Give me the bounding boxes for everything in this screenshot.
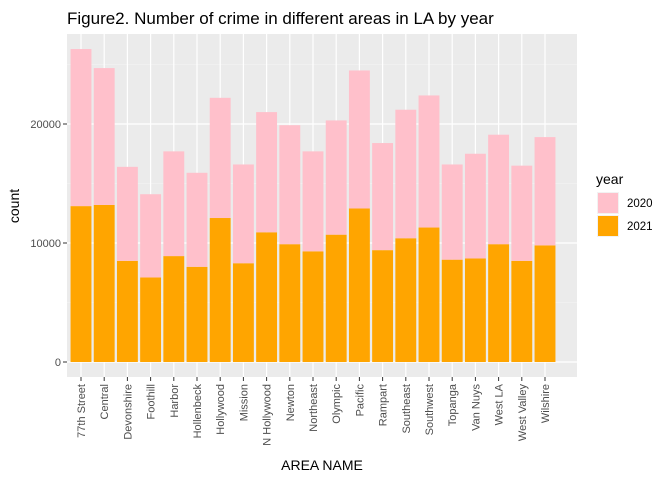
- x-tick-label: Topanga: [447, 383, 459, 426]
- bar-2021-central: [93, 204, 115, 362]
- bar-2020-west-la: [488, 134, 510, 245]
- bar-2021-olympic: [325, 234, 347, 362]
- legend-title: year: [596, 171, 624, 187]
- x-tick-label: West Valley: [517, 384, 529, 442]
- bar-2021-devonshire: [116, 260, 138, 362]
- y-axis: 0 10000 20000: [30, 119, 67, 369]
- x-tick-label: Wilshire: [540, 384, 552, 423]
- x-tick-label: N Hollywood: [262, 384, 274, 446]
- legend-swatch-2021: [598, 216, 618, 236]
- bar-2020-central: [93, 68, 115, 205]
- x-tick-label: Van Nuys: [470, 384, 482, 431]
- bar-2021-hollywood: [209, 218, 231, 362]
- x-tick-label: Olympic: [331, 384, 343, 424]
- x-tick-label: Harbor: [169, 384, 181, 418]
- bar-2021-southwest: [418, 227, 440, 362]
- x-tick-label: Mission: [238, 384, 250, 421]
- bar-2021-77th-street: [70, 206, 92, 362]
- legend-label-2020: 2020: [627, 198, 653, 210]
- y-tick-label: 10000: [30, 238, 61, 250]
- legend-label-2021: 2021: [627, 221, 653, 233]
- y-tick-label: 20000: [30, 119, 61, 131]
- x-axis: 77th Street Central Devonshire Foothill Harb…: [76, 377, 552, 446]
- x-tick-label: 77th Street: [76, 384, 88, 438]
- x-tick-label: West LA: [494, 383, 506, 425]
- bar-2020-topanga: [441, 164, 463, 260]
- bar-2021-wilshire: [534, 245, 556, 362]
- x-tick-label: Hollywood: [215, 384, 227, 435]
- bar-2020-newton: [279, 125, 301, 245]
- bar-2020-hollenbeck: [186, 172, 208, 267]
- legend-swatch-2020: [598, 193, 618, 213]
- x-tick-label: Pacific: [354, 384, 366, 417]
- bar-2020-rampart: [372, 143, 394, 251]
- x-tick-label: Rampart: [378, 384, 390, 426]
- x-axis-title: AREA NAME: [281, 457, 363, 473]
- bar-2020-olympic: [325, 120, 347, 235]
- x-tick-label: Foothill: [146, 384, 158, 419]
- bar-2020-pacific: [348, 70, 370, 209]
- bar-2020-hollywood: [209, 97, 231, 219]
- bar-2020-devonshire: [116, 166, 138, 261]
- x-tick-label: Central: [99, 384, 111, 419]
- bar-2020-southwest: [418, 95, 440, 228]
- bar-2021-foothill: [140, 277, 162, 362]
- bar-2020-west-valley: [511, 165, 533, 261]
- bar-2021-southeast: [395, 238, 417, 362]
- bar-2021-topanga: [441, 259, 463, 362]
- x-tick-label: Northeast: [308, 384, 320, 432]
- y-axis-title: count: [6, 189, 22, 223]
- x-tick-label: Newton: [285, 384, 297, 421]
- bar-2021-n-hollywood: [256, 232, 278, 362]
- x-tick-label: Devonshire: [122, 384, 134, 440]
- bar-2020-wilshire: [534, 137, 556, 246]
- bar-2020-mission: [232, 164, 254, 264]
- chart-title: Figure2. Number of crime in different ar…: [67, 9, 494, 28]
- bar-2020-northeast: [302, 151, 324, 252]
- x-tick-label: Southwest: [424, 384, 436, 435]
- bar-2021-mission: [232, 263, 254, 362]
- bar-2021-newton: [279, 244, 301, 362]
- bar-2021-west-valley: [511, 260, 533, 362]
- legend: year 2020 2021: [596, 171, 653, 237]
- bars: [70, 49, 556, 362]
- bar-2020-harbor: [163, 151, 185, 257]
- bar-2021-van-nuys: [464, 258, 486, 362]
- bar-2020-77th-street: [70, 49, 92, 207]
- x-tick-label: Southeast: [401, 384, 413, 434]
- bar-2020-southeast: [395, 109, 417, 239]
- bar-2021-hollenbeck: [186, 266, 208, 362]
- bar-2021-west-la: [488, 244, 510, 362]
- bar-2021-harbor: [163, 256, 185, 362]
- x-tick-label: Hollenbeck: [192, 384, 204, 439]
- bar-2021-pacific: [348, 208, 370, 362]
- bar-2021-rampart: [372, 250, 394, 362]
- bar-2020-van-nuys: [464, 153, 486, 259]
- y-tick-label: 0: [55, 357, 61, 369]
- bar-2020-n-hollywood: [256, 112, 278, 233]
- bar-2021-northeast: [302, 251, 324, 362]
- bar-2020-foothill: [140, 194, 162, 278]
